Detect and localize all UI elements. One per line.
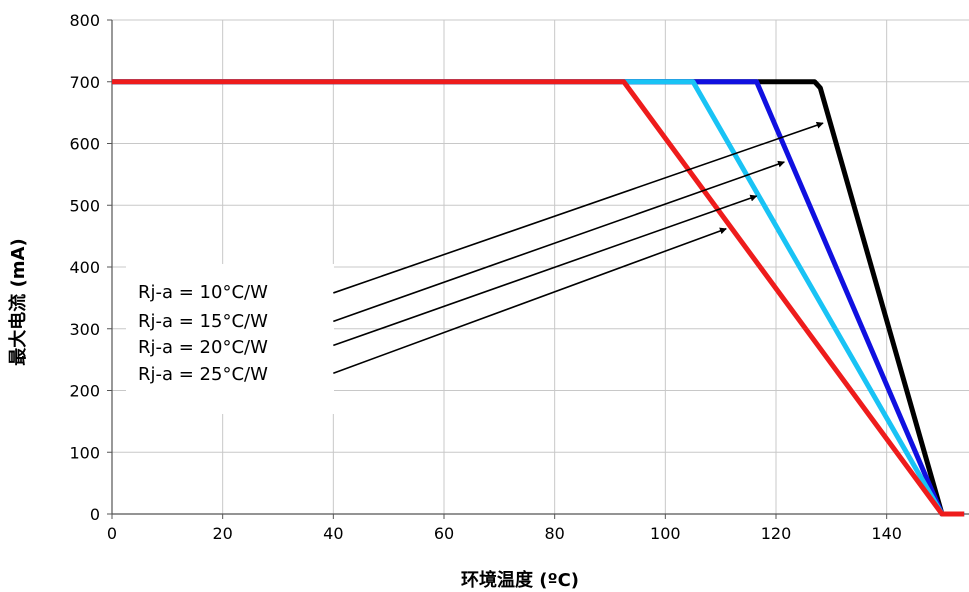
annotation-arrow: [333, 227, 727, 374]
annotation-arrows: [333, 121, 824, 374]
series-lines: [112, 79, 965, 517]
x-tick-label: 100: [650, 524, 681, 543]
legend-entry: Rj-a = 25°C/W: [138, 364, 268, 385]
y-tick-labels: 0 100 200 300 400 500 600 700 800: [69, 11, 100, 524]
y-tick-label: 400: [69, 258, 100, 277]
x-tick-label: 40: [323, 524, 343, 543]
annotation-arrow: [333, 194, 758, 347]
y-tick-label: 200: [69, 382, 100, 401]
x-tick-label: 0: [107, 524, 117, 543]
y-tick-label: 600: [69, 135, 100, 154]
legend-box: [126, 264, 334, 414]
y-tick-label: 0: [90, 505, 100, 524]
x-tick-label: 80: [544, 524, 564, 543]
y-tick-label: 700: [69, 73, 100, 92]
y-tick-label: 300: [69, 320, 100, 339]
x-tick-labels: 0 20 40 60 80 100 120 140: [107, 524, 902, 543]
annotation-arrow: [333, 160, 785, 323]
axes: [107, 19, 969, 519]
x-axis-title: 环境温度 (ºC): [461, 569, 579, 591]
y-tick-label: 500: [69, 196, 100, 215]
x-tick-label: 120: [761, 524, 792, 543]
series-line: [112, 79, 965, 517]
legend-entry: Rj-a = 20°C/W: [138, 337, 268, 358]
legend: Rj-a = 10°C/W Rj-a = 15°C/W Rj-a = 20°C/W R…: [138, 282, 268, 385]
y-tick-label: 100: [69, 443, 100, 462]
annotation-arrow: [333, 121, 824, 294]
x-tick-label: 140: [871, 524, 902, 543]
legend-entry: Rj-a = 10°C/W: [138, 282, 268, 303]
y-tick-label: 800: [69, 11, 100, 30]
legend-entry: Rj-a = 15°C/W: [138, 311, 268, 332]
x-tick-label: 20: [212, 524, 232, 543]
y-axis-title: 最大电流 (mA): [7, 238, 29, 365]
x-tick-label: 60: [434, 524, 454, 543]
